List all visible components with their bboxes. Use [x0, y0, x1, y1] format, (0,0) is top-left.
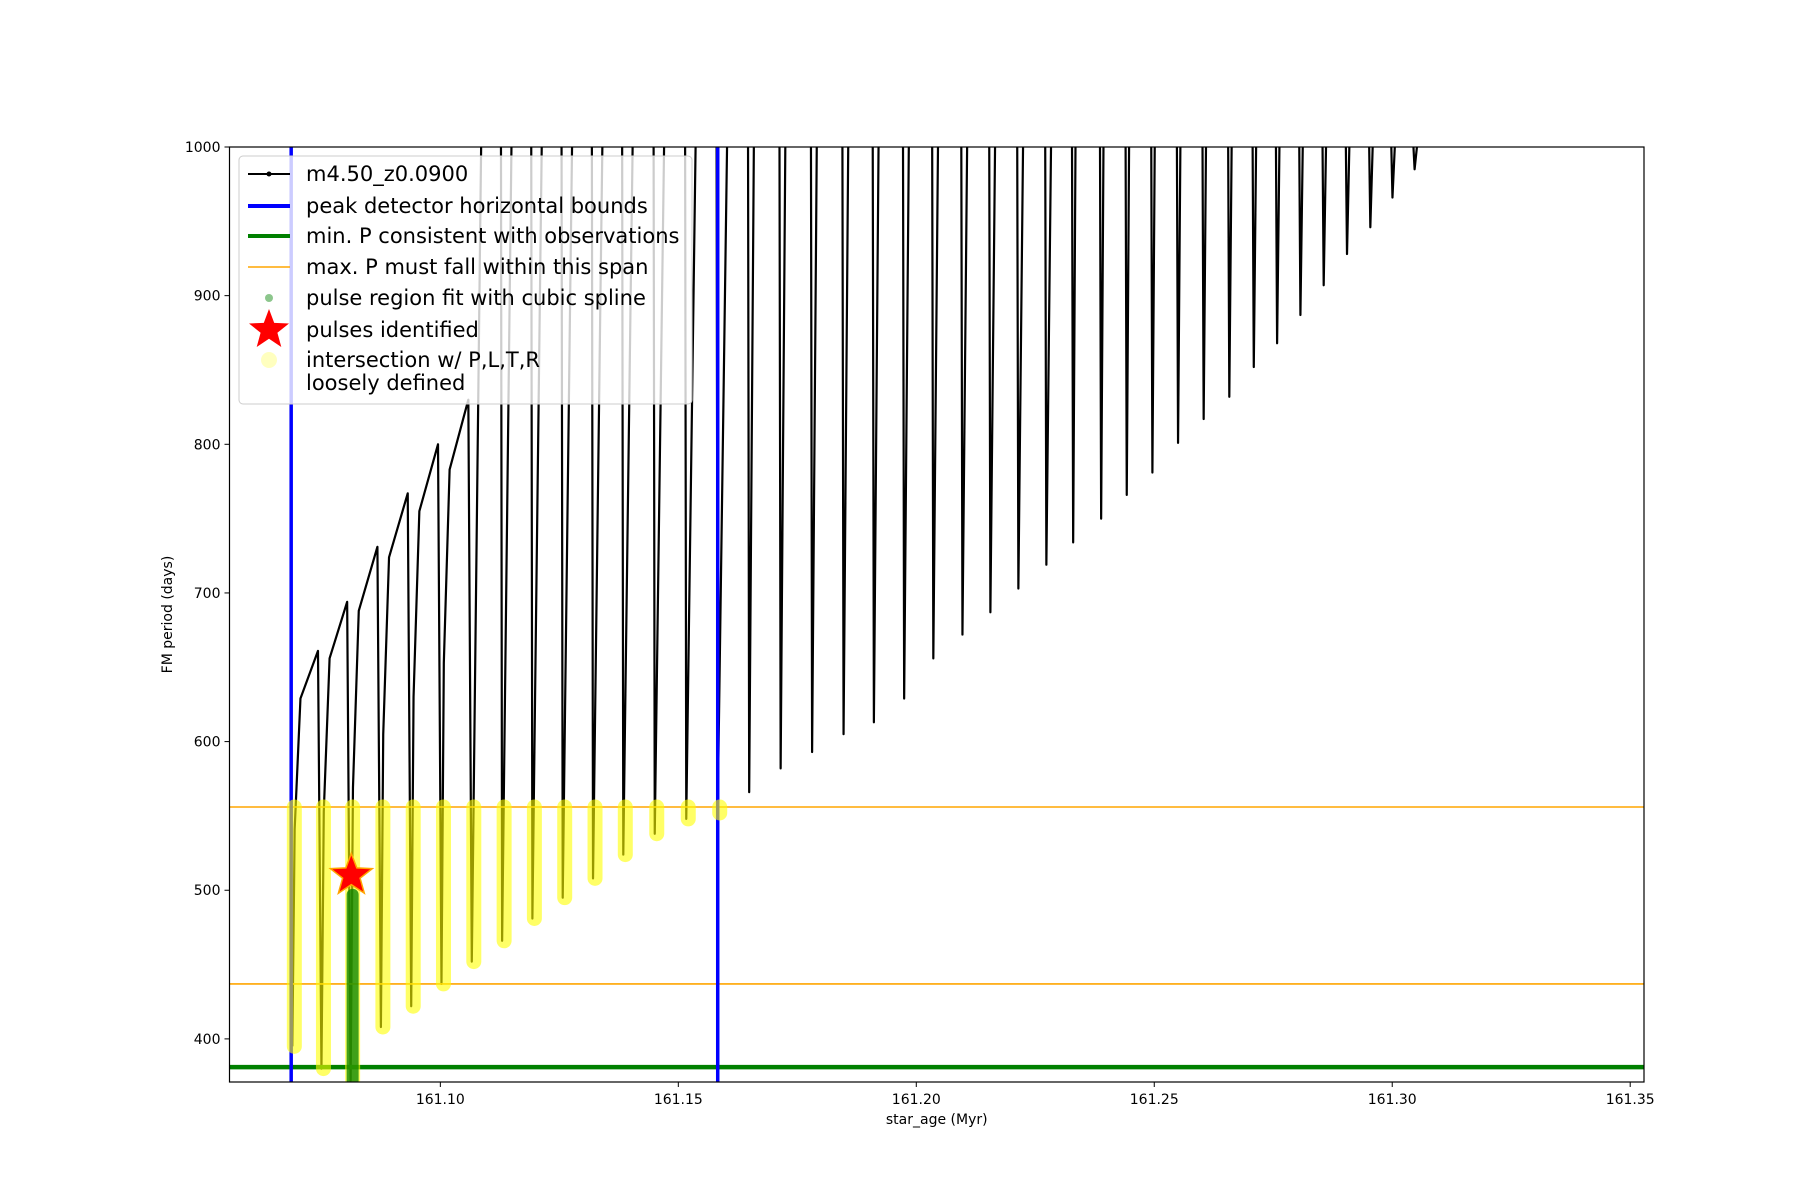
y-tick-label: 800: [194, 437, 221, 453]
legend-label: pulse region fit with cubic spline: [306, 286, 646, 310]
pulse-star: [328, 851, 375, 895]
legend-label: intersection w/ P,L,T,R loosely defined: [306, 348, 540, 395]
legend-label: peak detector horizontal bounds: [306, 194, 648, 218]
legend-label: max. P must fall within this span: [306, 255, 648, 279]
plot-area: [229, 147, 1644, 1082]
y-tick-label: 500: [194, 883, 221, 899]
x-axis-label: star_age (Myr): [886, 1112, 988, 1128]
x-tick-label: 161.35: [1606, 1092, 1655, 1108]
legend-marker: [265, 294, 273, 302]
y-tick-label: 400: [194, 1032, 221, 1048]
legend-marker: [249, 309, 289, 347]
legend-marker: [261, 352, 277, 368]
y-tick-label: 600: [194, 735, 221, 751]
x-tick-label: 161.10: [416, 1092, 465, 1108]
y-axis-label: FM period (days): [160, 556, 176, 674]
y-tick-label: 1000: [185, 140, 221, 156]
x-tick-label: 161.30: [1368, 1092, 1417, 1108]
legend-label: m4.50_z0.0900: [306, 162, 468, 187]
x-tick-label: 161.15: [654, 1092, 703, 1108]
x-tick-label: 161.20: [892, 1092, 941, 1108]
axes-frame: [228, 146, 1645, 1083]
legend-label: min. P consistent with observations: [306, 224, 679, 248]
x-tick-label: 161.25: [1130, 1092, 1179, 1108]
legend-marker: [266, 171, 272, 177]
y-tick-label: 700: [194, 586, 221, 602]
y-tick-label: 900: [194, 289, 221, 305]
legend-label: pulses identified: [306, 318, 479, 342]
legend-box: [238, 155, 693, 405]
